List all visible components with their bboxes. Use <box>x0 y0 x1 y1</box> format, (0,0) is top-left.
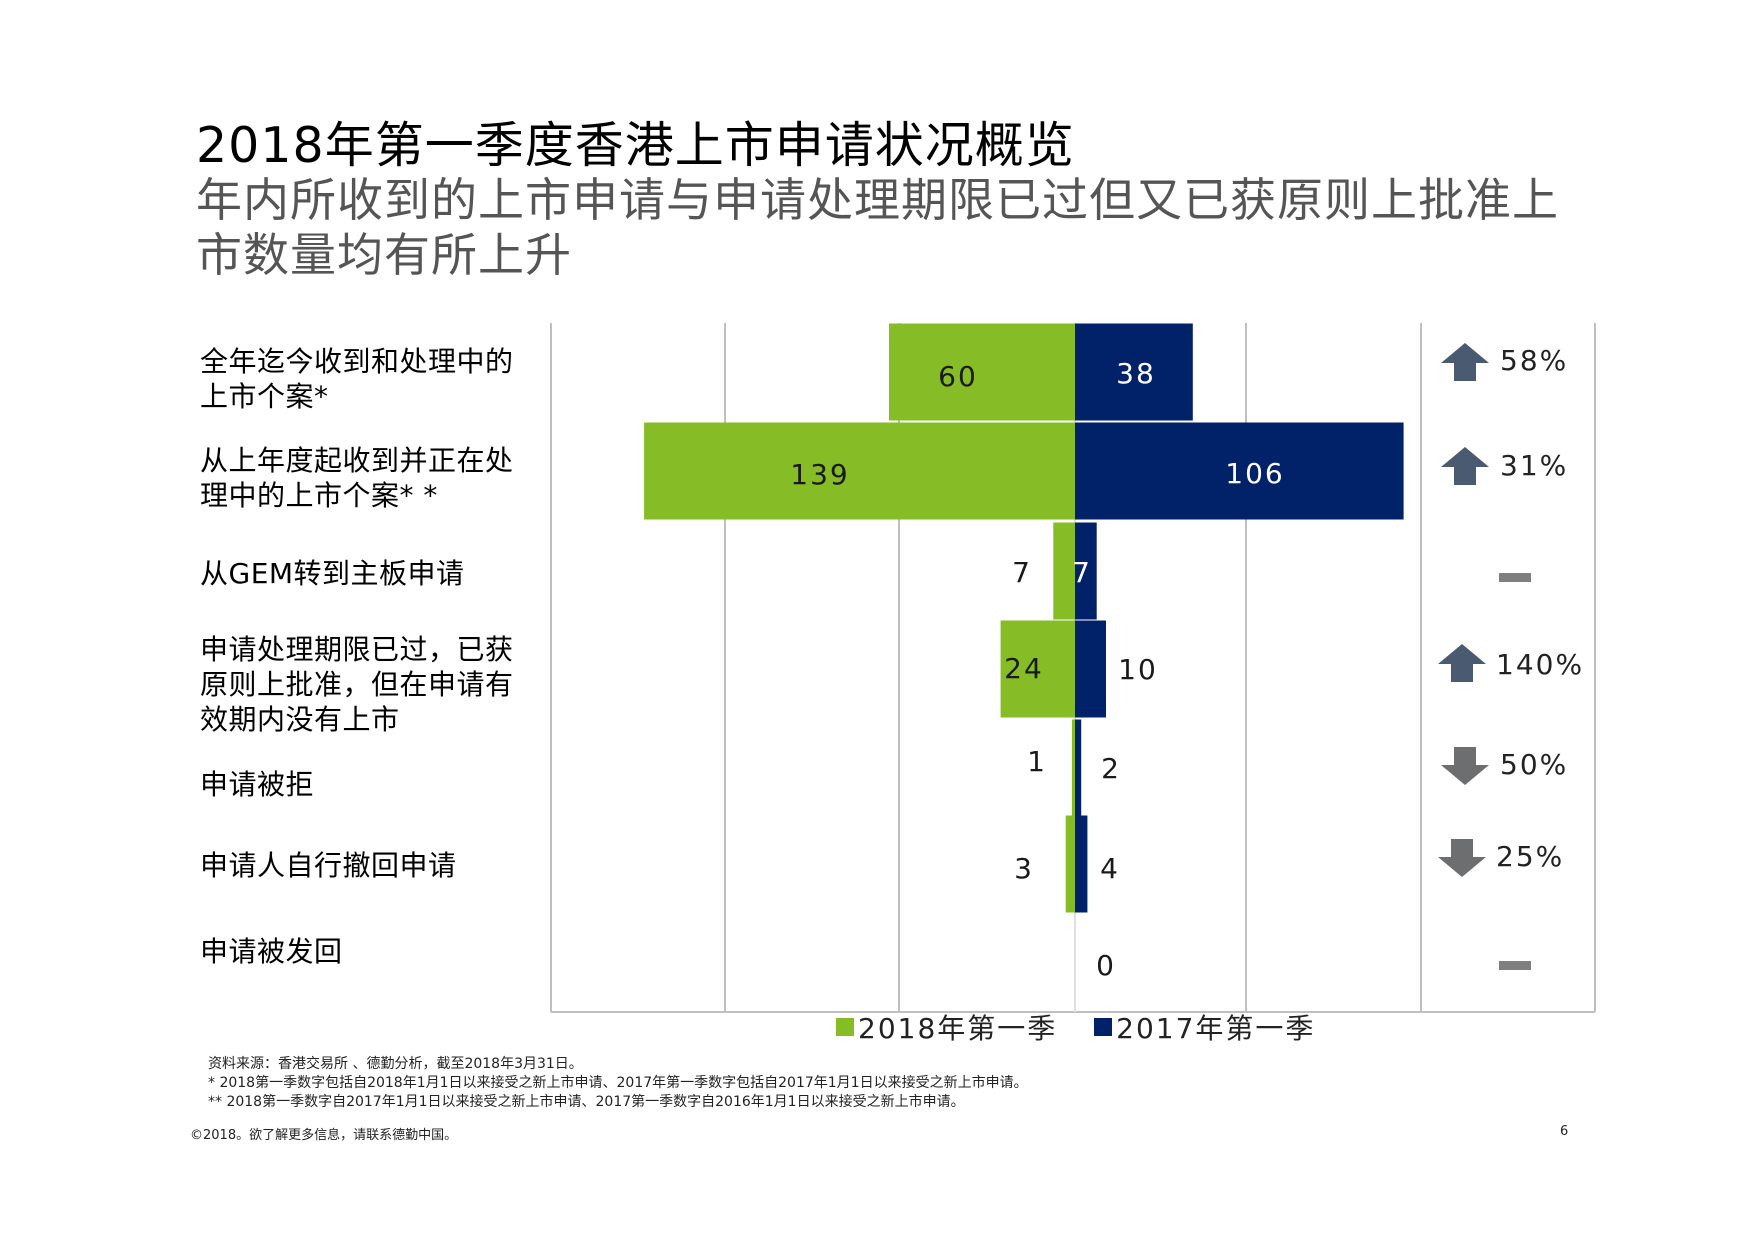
bar-2017-2 <box>1075 522 1097 620</box>
arrow-down-icon-5 <box>1438 839 1486 877</box>
footnotes: 资料来源：香港交易所 、德勤分析，截至2018年3月31日。 * 2018第一季… <box>208 1055 1028 1112</box>
category-label-carried-over: 从上年度起收到并正在处理中的上市个案* * <box>200 444 514 512</box>
data-label-2018-1: 139 <box>790 458 849 491</box>
source-note: 资料来源：香港交易所 、德勤分析，截至2018年3月31日。 <box>208 1056 583 1072</box>
data-label-2018-0: 60 <box>938 360 978 393</box>
footnote-1: * 2018第一季数字包括自2018年1月1日以来接受之新上市申请、2017年第… <box>208 1075 1028 1091</box>
legend-item-2017: 2017年第一季 <box>1094 1013 1315 1045</box>
category-label-lapsed-approved: 申请处理期限已过，已获原则上批准，但在申请有效期内没有上市 <box>200 633 514 736</box>
arrow-up-icon-3 <box>1438 644 1486 682</box>
change-label-ytd-cases: 58% <box>1500 344 1569 377</box>
bar-2017-5 <box>1075 815 1088 913</box>
data-label-2018-3: 24 <box>1004 652 1044 685</box>
chart-legend: 2018年第一季 2017年第一季 <box>836 1013 1341 1045</box>
legend-item-2018: 2018年第一季 <box>836 1013 1057 1045</box>
arrow-down-icon-4 <box>1441 747 1489 785</box>
change-label-withdrawn: 25% <box>1496 840 1565 873</box>
footnote-2: ** 2018第一季数字自2017年1月1日以来接受之新上市申请、2017第一季… <box>208 1094 965 1110</box>
data-label-2017-6: 0 <box>1096 949 1116 982</box>
bar-2018-3 <box>1000 620 1075 718</box>
category-label-gem-transfer: 从GEM转到主板申请 <box>200 557 465 590</box>
legend-label-2018: 2018年第一季 <box>858 1012 1058 1045</box>
no-change-dash-icon-6 <box>1499 961 1531 970</box>
bar-2018-5 <box>1065 815 1075 913</box>
change-label-carried-over: 31% <box>1500 449 1569 482</box>
page-subtitle: 年内所收到的上市申请与申请处理期限已过但又已获原则上批准上市数量均有所上升 <box>196 173 1559 282</box>
bar-2017-1 <box>1075 422 1404 520</box>
category-label-withdrawn: 申请人自行撤回申请 <box>200 849 457 882</box>
legend-swatch-2017 <box>1094 1018 1113 1036</box>
page-number: 6 <box>1560 1124 1569 1139</box>
legend-swatch-2018 <box>836 1018 854 1036</box>
category-label-ytd-cases: 全年迄今收到和处理中的上市个案* <box>200 345 514 413</box>
data-label-2017-0: 38 <box>1116 357 1156 390</box>
data-label-2017-3: 10 <box>1118 653 1158 686</box>
page-title: 2018年第一季度香港上市申请状况概览 <box>196 117 1075 174</box>
data-label-2018-5: 3 <box>1014 852 1034 885</box>
bar-2018-0 <box>889 323 1075 421</box>
legend-label-2017: 2017年第一季 <box>1116 1012 1316 1045</box>
no-change-dash-icon-2 <box>1499 573 1531 582</box>
arrow-up-icon-0 <box>1441 343 1489 381</box>
bar-2018-1 <box>644 422 1075 520</box>
bar-2017-4 <box>1075 719 1082 817</box>
bar-2018-2 <box>1053 522 1075 620</box>
bar-2017-0 <box>1075 323 1193 421</box>
arrow-up-icon-1 <box>1441 447 1489 485</box>
data-label-2018-2: 7 <box>1012 556 1032 589</box>
bar-2018-4 <box>1071 719 1075 817</box>
data-label-2018-4: 1 <box>1027 745 1047 778</box>
copyright: ©2018。欲了解更多信息，请联系德勤中国。 <box>190 1128 458 1143</box>
category-label-rejected: 申请被拒 <box>200 768 315 801</box>
data-label-2017-2: 7 <box>1072 556 1092 589</box>
change-label-lapsed-approved: 140% <box>1496 648 1585 681</box>
bar-2017-3 <box>1075 620 1106 718</box>
data-label-2017-1: 106 <box>1225 457 1284 490</box>
category-label-returned: 申请被发回 <box>200 935 343 968</box>
data-label-2017-4: 2 <box>1101 752 1121 785</box>
change-label-rejected: 50% <box>1500 748 1569 781</box>
data-label-2017-5: 4 <box>1100 852 1120 885</box>
